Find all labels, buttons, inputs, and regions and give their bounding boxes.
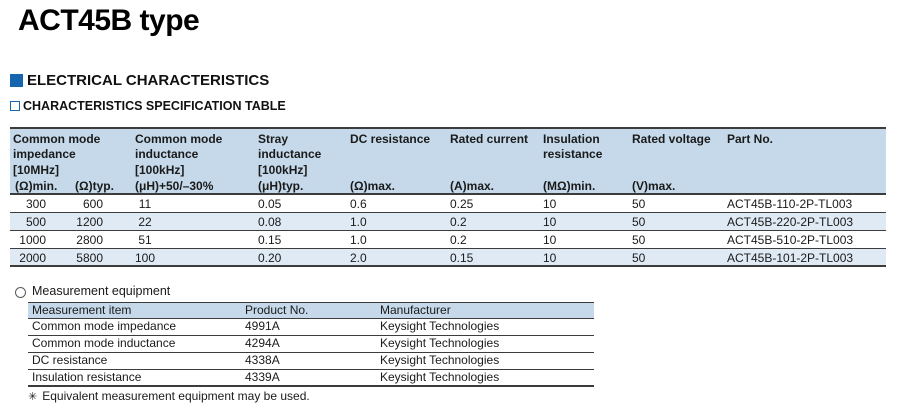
table-row: 300 600 11 0.05 0.6 0.25 10 50 ACT45B-11… bbox=[10, 195, 886, 213]
cell-measurement-item: Common mode inductance bbox=[32, 336, 176, 350]
cell-dc-resistance: 1.0 bbox=[350, 215, 367, 229]
table-row: Common mode inductance 4294A Keysight Te… bbox=[28, 336, 594, 353]
measurement-table-header: Measurement item Product No. Manufacture… bbox=[28, 303, 594, 319]
cell-part-no: ACT45B-220-2P-TL003 bbox=[727, 215, 854, 229]
col-product-no: Product No. bbox=[245, 303, 309, 317]
table-row: Insulation resistance 4339A Keysight Tec… bbox=[28, 370, 594, 387]
cell-inductance: 22 bbox=[138, 215, 152, 229]
asterisk-icon: ✳ bbox=[28, 390, 38, 403]
col-cml-unit: (μH)+50/–30% bbox=[135, 179, 214, 193]
cell-inductance: 11 bbox=[138, 197, 152, 211]
page-title: ACT45B type bbox=[18, 4, 200, 37]
cell-impedance-typ: 2800 bbox=[76, 233, 103, 247]
cell-measurement-item: Insulation resistance bbox=[32, 370, 142, 384]
cell-insulation-resistance: 10 bbox=[543, 233, 557, 247]
col-common-mode-inductance: Common mode inductance bbox=[135, 132, 223, 161]
cell-manufacturer: Keysight Technologies bbox=[380, 319, 500, 333]
section-heading-label: ELECTRICAL CHARACTERISTICS bbox=[27, 72, 270, 89]
cell-impedance-min: 300 bbox=[25, 197, 46, 211]
cell-manufacturer: Keysight Technologies bbox=[380, 370, 500, 384]
col-stray-condition: [100kHz] bbox=[258, 163, 308, 177]
cell-impedance-min: 1000 bbox=[19, 233, 46, 247]
col-cml-condition: [100kHz] bbox=[135, 163, 185, 177]
cell-inductance: 100 bbox=[134, 251, 156, 265]
col-insulation-unit: (MΩ)min. bbox=[543, 179, 596, 193]
cell-manufacturer: Keysight Technologies bbox=[380, 353, 500, 367]
cell-impedance-typ: 1200 bbox=[76, 215, 103, 229]
col-measurement-item: Measurement item bbox=[32, 303, 132, 317]
circle-bullet-icon bbox=[15, 287, 26, 298]
col-rated-voltage-unit: (V)max. bbox=[632, 179, 676, 193]
filled-square-icon bbox=[10, 74, 23, 87]
cell-rated-current: 0.2 bbox=[450, 233, 467, 247]
cell-rated-current: 0.15 bbox=[450, 251, 474, 265]
col-cmi-unit-typ: (Ω)typ. bbox=[75, 179, 114, 193]
cell-measurement-item: Common mode impedance bbox=[32, 319, 177, 333]
cell-rated-voltage: 50 bbox=[632, 197, 646, 211]
spec-table-header: Common mode impedance [10MHz] (Ω)min. (Ω… bbox=[10, 129, 886, 195]
spec-table: Common mode impedance [10MHz] (Ω)min. (Ω… bbox=[10, 127, 886, 267]
measurement-table-body: Common mode impedance 4991A Keysight Tec… bbox=[28, 319, 594, 387]
cell-dc-resistance: 2.0 bbox=[350, 251, 367, 265]
outline-square-icon bbox=[10, 101, 20, 111]
cell-stray-inductance: 0.20 bbox=[258, 251, 282, 265]
table-row: 500 1200 22 0.08 1.0 0.2 10 50 ACT45B-22… bbox=[10, 213, 886, 231]
col-stray-inductance: Stray inductance bbox=[258, 132, 322, 161]
col-part-no: Part No. bbox=[727, 132, 774, 146]
col-rated-current-unit: (A)max. bbox=[450, 179, 495, 193]
cell-inductance: 51 bbox=[138, 233, 152, 247]
cell-insulation-resistance: 10 bbox=[543, 197, 557, 211]
cell-product-no: 4339A bbox=[245, 370, 280, 384]
col-dc-resistance: DC resistance bbox=[350, 132, 431, 146]
cell-dc-resistance: 1.0 bbox=[350, 233, 367, 247]
col-insulation-resistance: Insulation resistance bbox=[543, 132, 603, 161]
col-rated-current: Rated current bbox=[450, 132, 529, 146]
footnote: ✳ Equivalent measurement equipment may b… bbox=[28, 389, 310, 403]
cell-rated-voltage: 50 bbox=[632, 215, 646, 229]
cell-product-no: 4294A bbox=[245, 336, 280, 350]
cell-impedance-min: 2000 bbox=[19, 251, 46, 265]
col-common-mode-impedance: Common mode impedance bbox=[13, 132, 101, 161]
col-manufacturer: Manufacturer bbox=[380, 303, 451, 317]
cell-stray-inductance: 0.08 bbox=[258, 215, 282, 229]
cell-insulation-resistance: 10 bbox=[543, 215, 557, 229]
cell-impedance-min: 500 bbox=[25, 215, 46, 229]
footnote-text: Equivalent measurement equipment may be … bbox=[42, 389, 310, 403]
cell-impedance-typ: 5800 bbox=[76, 251, 103, 265]
cell-part-no: ACT45B-101-2P-TL003 bbox=[727, 251, 854, 265]
cell-stray-inductance: 0.15 bbox=[258, 233, 282, 247]
cell-rated-current: 0.2 bbox=[450, 215, 467, 229]
table-row: 2000 5800 100 0.20 2.0 0.15 10 50 ACT45B… bbox=[10, 249, 886, 267]
col-rated-voltage: Rated voltage bbox=[632, 132, 711, 146]
subsection-heading-label: CHARACTERISTICS SPECIFICATION TABLE bbox=[23, 99, 286, 113]
cell-stray-inductance: 0.05 bbox=[258, 197, 282, 211]
section-spec-table-heading: CHARACTERISTICS SPECIFICATION TABLE bbox=[10, 99, 286, 113]
table-row: 1000 2800 51 0.15 1.0 0.2 10 50 ACT45B-5… bbox=[10, 231, 886, 249]
measurement-table: Measurement item Product No. Manufacture… bbox=[28, 302, 594, 387]
cell-dc-resistance: 0.6 bbox=[350, 197, 367, 211]
col-cmi-condition: [10MHz] bbox=[13, 163, 60, 177]
cell-rated-voltage: 50 bbox=[632, 233, 646, 247]
col-cmi-unit-min: (Ω)min. bbox=[15, 179, 58, 193]
cell-manufacturer: Keysight Technologies bbox=[380, 336, 500, 350]
cell-product-no: 4991A bbox=[245, 319, 280, 333]
cell-part-no: ACT45B-110-2P-TL003 bbox=[727, 197, 853, 211]
table-row: Common mode impedance 4991A Keysight Tec… bbox=[28, 319, 594, 336]
measurement-equipment-heading: Measurement equipment bbox=[32, 284, 171, 298]
cell-rated-current: 0.25 bbox=[450, 197, 474, 211]
cell-impedance-typ: 600 bbox=[82, 197, 103, 211]
spec-table-body: 300 600 11 0.05 0.6 0.25 10 50 ACT45B-11… bbox=[10, 195, 886, 267]
col-stray-unit: (μH)typ. bbox=[258, 179, 304, 193]
table-row: DC resistance 4338A Keysight Technologie… bbox=[28, 353, 594, 370]
cell-part-no: ACT45B-510-2P-TL003 bbox=[727, 233, 854, 247]
col-dcr-unit: (Ω)max. bbox=[350, 179, 395, 193]
cell-product-no: 4338A bbox=[245, 353, 280, 367]
cell-measurement-item: DC resistance bbox=[32, 353, 108, 367]
section-electrical-characteristics: ELECTRICAL CHARACTERISTICS bbox=[10, 72, 269, 89]
cell-insulation-resistance: 10 bbox=[543, 251, 557, 265]
cell-rated-voltage: 50 bbox=[632, 251, 646, 265]
